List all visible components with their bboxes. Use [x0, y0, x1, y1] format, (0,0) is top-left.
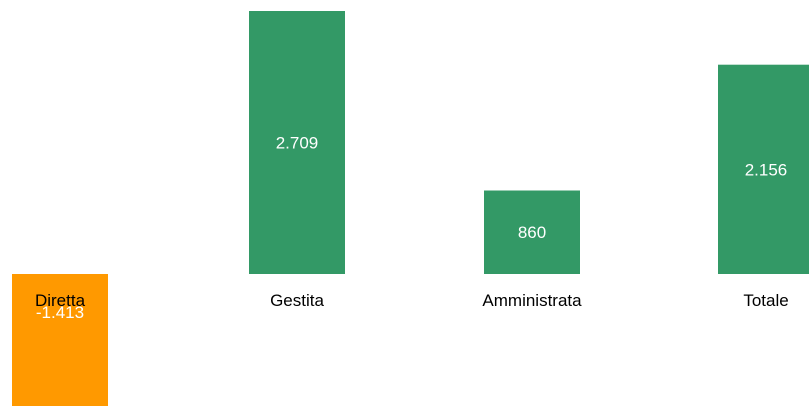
category-label-amministrata: Amministrata [482, 291, 582, 310]
value-labels-group: -1.413 2.709 860 2.156 [36, 134, 787, 323]
bar-gestita [249, 11, 345, 274]
value-label-gestita: 2.709 [276, 134, 319, 153]
bar-totale [718, 64, 809, 274]
value-label-amministrata: 860 [518, 223, 546, 242]
category-label-gestita: Gestita [270, 291, 324, 310]
bar-amministrata [484, 190, 580, 274]
category-labels-group: Diretta Gestita Amministrata Totale [35, 291, 789, 310]
value-label-totale: 2.156 [745, 160, 788, 179]
value-label-diretta: -1.413 [36, 303, 84, 322]
category-label-diretta: Diretta [35, 291, 86, 310]
bars-group [12, 11, 809, 411]
category-label-totale: Totale [743, 291, 788, 310]
bar-diretta [12, 274, 108, 411]
